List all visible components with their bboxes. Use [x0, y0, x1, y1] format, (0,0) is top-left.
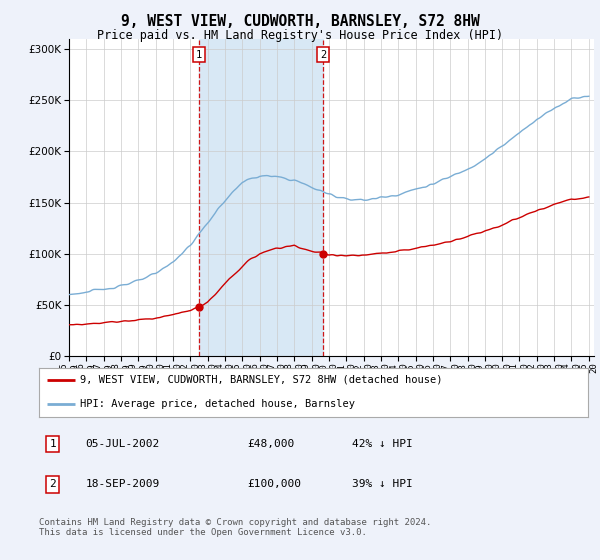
- Text: 9, WEST VIEW, CUDWORTH, BARNSLEY, S72 8HW (detached house): 9, WEST VIEW, CUDWORTH, BARNSLEY, S72 8H…: [80, 375, 443, 385]
- Text: 2: 2: [49, 479, 56, 489]
- Text: 1: 1: [196, 49, 202, 59]
- Text: Contains HM Land Registry data © Crown copyright and database right 2024.
This d: Contains HM Land Registry data © Crown c…: [39, 518, 431, 538]
- Text: £48,000: £48,000: [248, 438, 295, 449]
- Text: 9, WEST VIEW, CUDWORTH, BARNSLEY, S72 8HW: 9, WEST VIEW, CUDWORTH, BARNSLEY, S72 8H…: [121, 14, 479, 29]
- Text: 05-JUL-2002: 05-JUL-2002: [86, 438, 160, 449]
- Text: 39% ↓ HPI: 39% ↓ HPI: [352, 479, 413, 489]
- Bar: [199, 39, 323, 356]
- Text: 42% ↓ HPI: 42% ↓ HPI: [352, 438, 413, 449]
- Text: 1: 1: [49, 438, 56, 449]
- Text: HPI: Average price, detached house, Barnsley: HPI: Average price, detached house, Barn…: [80, 399, 355, 409]
- Text: 18-SEP-2009: 18-SEP-2009: [86, 479, 160, 489]
- Text: Price paid vs. HM Land Registry's House Price Index (HPI): Price paid vs. HM Land Registry's House …: [97, 29, 503, 42]
- Text: £100,000: £100,000: [248, 479, 302, 489]
- Text: 2: 2: [320, 49, 326, 59]
